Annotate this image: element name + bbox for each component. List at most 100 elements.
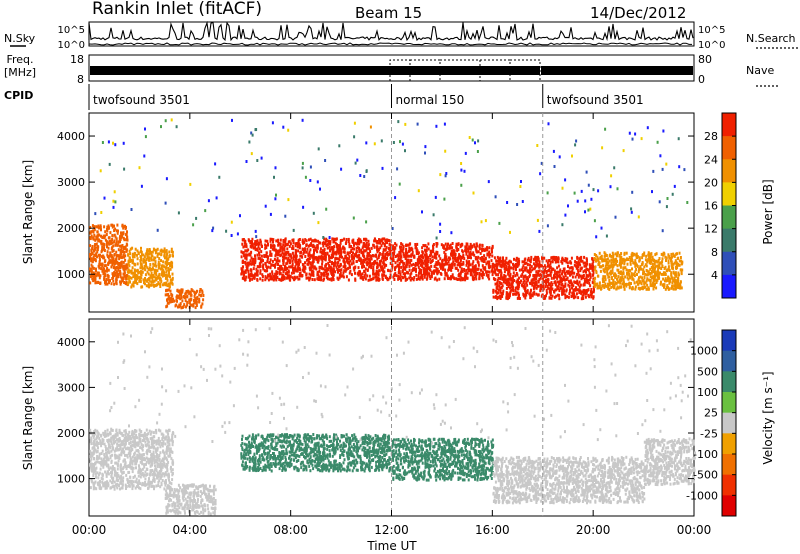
data-cell — [648, 259, 651, 263]
data-cell — [476, 271, 479, 275]
data-cell — [195, 304, 198, 307]
data-cell — [346, 261, 349, 265]
data-cell — [615, 287, 618, 291]
data-cell — [678, 273, 681, 277]
data-cell — [272, 278, 275, 282]
data-cell — [363, 265, 366, 269]
data-cell — [617, 271, 620, 275]
data-cell — [101, 236, 104, 239]
data-cell — [564, 274, 567, 278]
data-cell — [496, 291, 499, 295]
data-cell — [519, 185, 522, 188]
data-cell — [90, 249, 93, 253]
data-cell — [381, 265, 384, 269]
data-cell — [631, 259, 634, 262]
data-cell — [525, 281, 528, 285]
data-cell — [655, 279, 658, 283]
data-cell — [315, 239, 317, 243]
data-cell — [120, 276, 123, 280]
data-cell — [516, 263, 519, 267]
data-cell — [296, 262, 299, 266]
data-cell — [656, 270, 659, 274]
data-cell — [292, 247, 295, 251]
data-cell — [327, 240, 330, 244]
data-cell — [101, 264, 104, 268]
data-cell — [533, 275, 536, 279]
data-cell — [194, 297, 197, 301]
data-cell — [548, 287, 551, 291]
data-cell — [384, 248, 387, 252]
data-cell — [294, 244, 297, 248]
data-cell — [352, 216, 355, 220]
data-cell — [580, 267, 583, 271]
data-cell — [321, 259, 324, 263]
data-cell — [201, 302, 204, 306]
data-cell — [558, 155, 561, 159]
data-cell — [289, 259, 292, 263]
data-cell — [380, 259, 383, 263]
data-cell — [448, 276, 451, 280]
data-cell — [377, 276, 380, 280]
data-cell — [459, 265, 462, 269]
data-cell — [337, 251, 340, 255]
data-cell — [671, 284, 674, 288]
data-cell — [165, 450, 168, 454]
data-cell — [361, 272, 364, 276]
data-cell — [391, 247, 394, 251]
data-cell — [484, 247, 487, 251]
data-cell — [406, 251, 409, 255]
data-cell — [362, 252, 365, 256]
data-cell — [569, 260, 572, 264]
data-cell — [436, 252, 439, 256]
data-cell — [661, 229, 664, 233]
data-cell — [382, 250, 385, 254]
data-cell — [245, 243, 248, 247]
data-cell — [312, 259, 315, 263]
data-cell — [453, 277, 456, 281]
data-cell — [89, 226, 92, 229]
data-cell — [252, 257, 255, 261]
data-cell — [241, 259, 244, 263]
data-cell — [398, 251, 401, 255]
data-cell — [341, 238, 344, 242]
cpid-label: CPID — [4, 89, 33, 102]
data-cell — [126, 263, 128, 267]
data-cell — [557, 264, 560, 268]
data-cell — [456, 249, 459, 253]
data-cell — [377, 270, 380, 274]
data-cell — [115, 240, 118, 244]
data-cell — [474, 266, 477, 270]
data-cell — [171, 294, 174, 298]
data-cell — [340, 252, 343, 256]
data-cell — [94, 277, 97, 281]
data-cell — [100, 267, 103, 271]
data-cell — [304, 247, 306, 251]
data-cell — [142, 253, 145, 257]
data-cell — [611, 271, 614, 275]
data-cell — [260, 156, 263, 160]
data-cell — [423, 269, 426, 273]
data-cell — [494, 263, 496, 267]
data-cell — [364, 245, 367, 249]
data-cell — [195, 216, 198, 220]
data-cell — [165, 265, 168, 269]
data-cell — [570, 256, 573, 260]
data-cell — [126, 235, 129, 239]
data-cell — [150, 258, 153, 262]
data-cell — [547, 259, 550, 263]
data-cell — [106, 269, 108, 273]
data-cell — [190, 293, 193, 297]
data-cell — [361, 251, 363, 255]
data-cell — [108, 162, 111, 166]
data-cell — [270, 275, 273, 279]
data-cell — [655, 286, 658, 290]
data-cell — [528, 269, 531, 273]
data-cell — [667, 253, 670, 257]
data-cell — [608, 287, 611, 291]
data-cell — [670, 263, 673, 267]
data-cell — [614, 281, 617, 285]
data-cell — [169, 289, 172, 293]
data-cell — [510, 288, 513, 292]
data-cell — [103, 270, 106, 274]
data-cell — [351, 247, 354, 250]
